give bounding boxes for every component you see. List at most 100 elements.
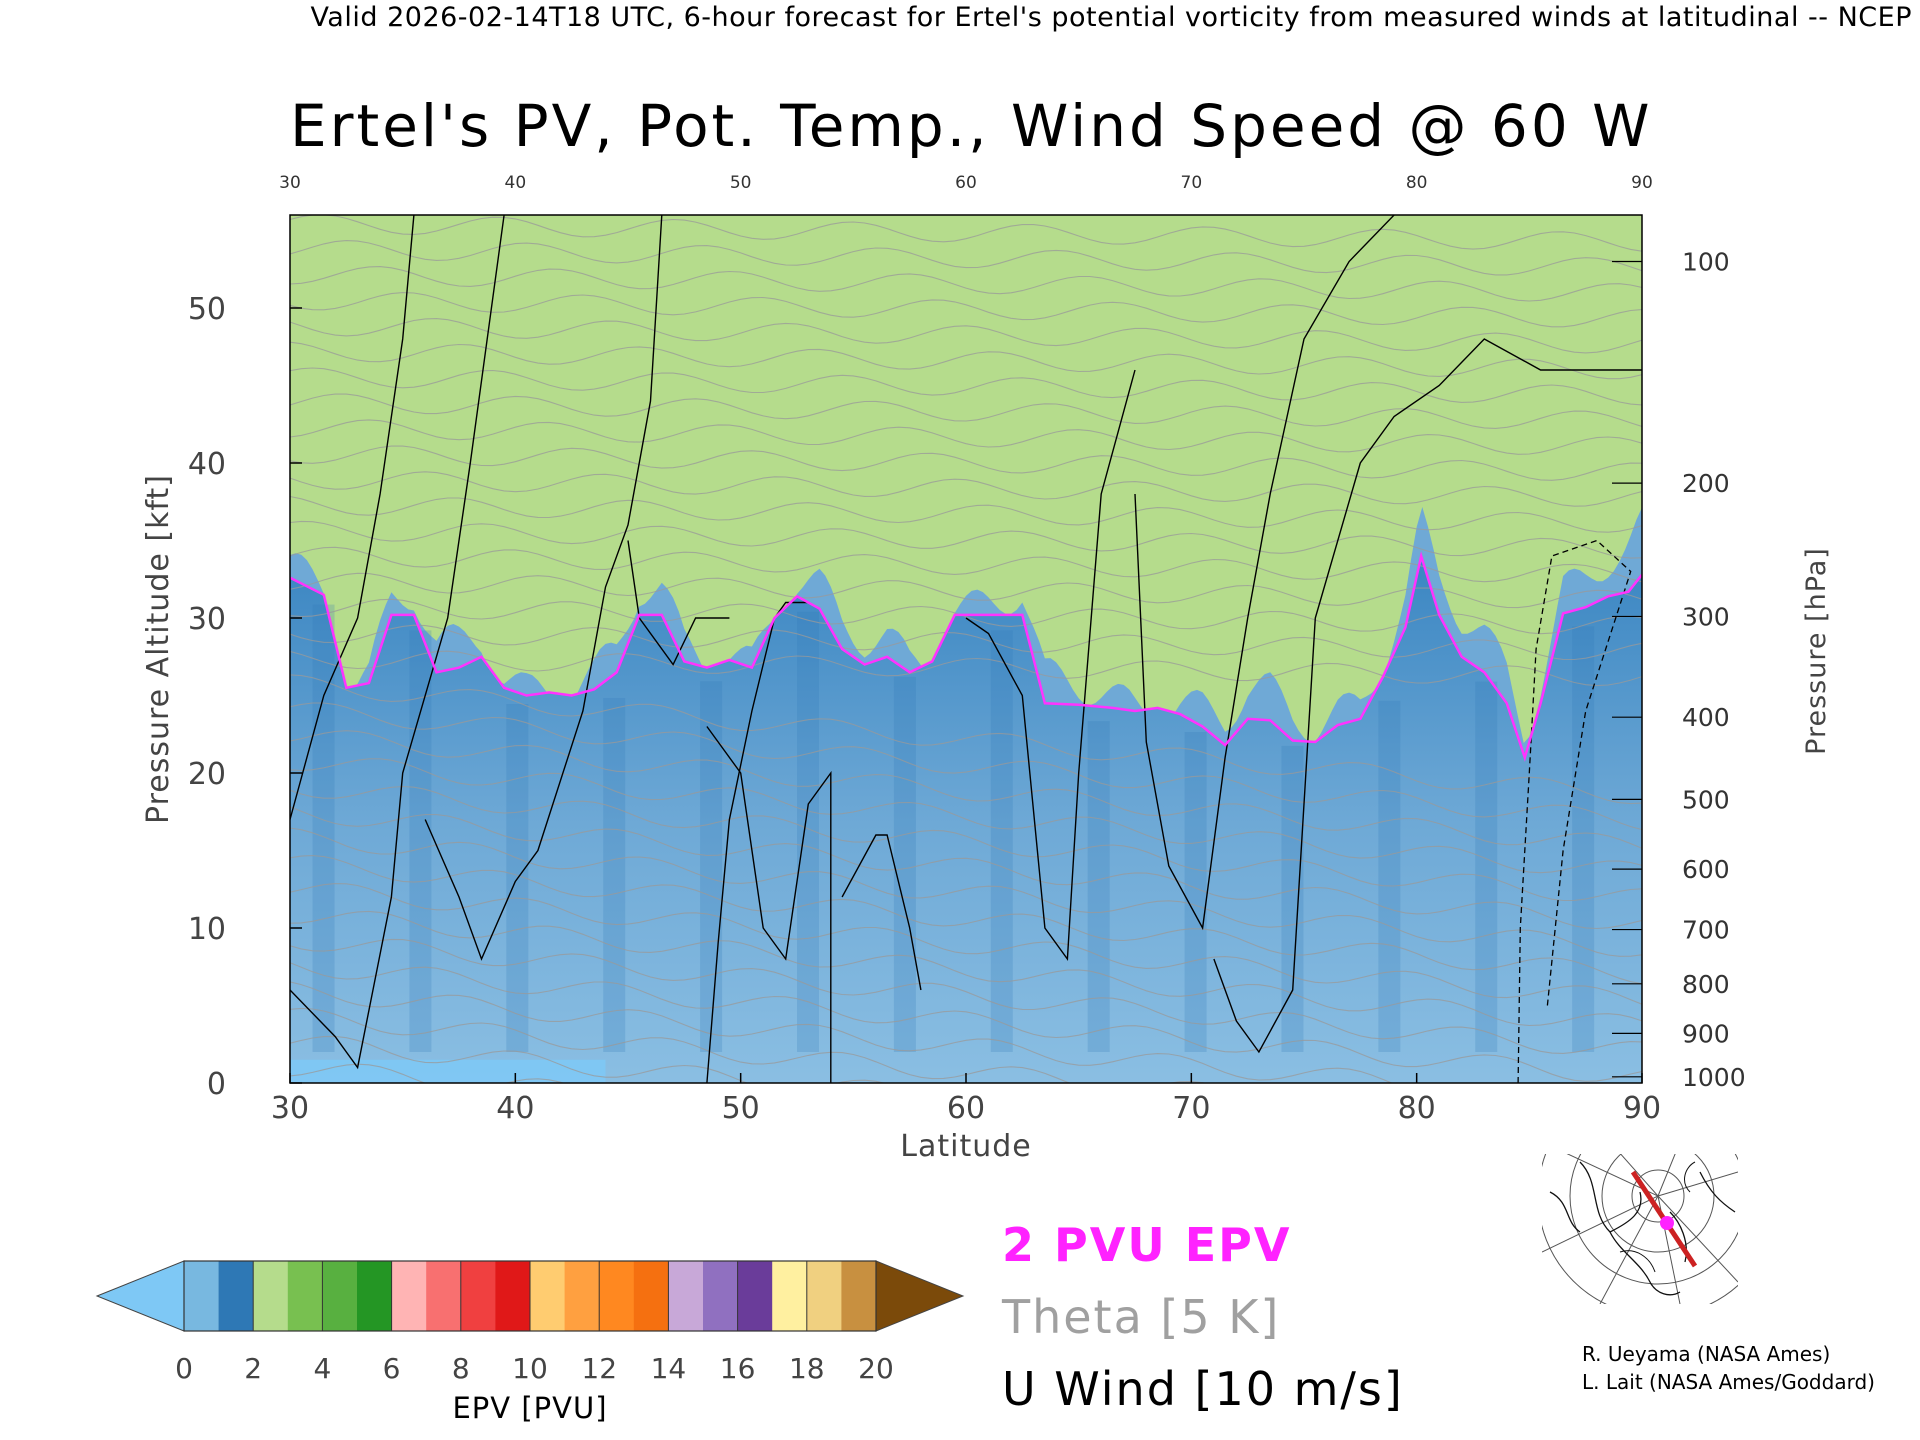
blue-streak: [1281, 745, 1304, 1052]
pressure-tick-label: 900: [1682, 1019, 1730, 1048]
wind-contour: [706, 601, 809, 1083]
theta-contour: [290, 624, 1642, 661]
colorbar-tick-label: 4: [313, 1352, 331, 1385]
pressure-tick-label: 200: [1682, 469, 1730, 498]
theta-contour: [290, 883, 1642, 1005]
blue-streak: [603, 697, 626, 1052]
wind-contour: [965, 369, 1136, 961]
x-tick-label: 90: [1623, 1091, 1661, 1126]
blue-streak: [1184, 732, 1207, 1052]
credit-line-2: L. Lait (NASA Ames/Goddard): [1582, 1370, 1875, 1394]
credit-line-1: R. Ueyama (NASA Ames): [1582, 1342, 1831, 1366]
theta-contour: [290, 910, 1642, 1027]
wind-contours: [290, 215, 1642, 1083]
pressure-tick-label: 500: [1682, 785, 1730, 814]
plot-area: [290, 215, 1642, 1083]
theta-contour: [290, 495, 1642, 533]
theta-contour: [290, 730, 1642, 849]
theta-contour: [290, 292, 1642, 328]
x-top-tick-label: 60: [955, 173, 977, 193]
y-tick-label: 40: [188, 447, 226, 482]
colorbar-tick-label: 6: [383, 1352, 401, 1385]
x-top-tick-label: 90: [1631, 173, 1653, 193]
y-tick-label: 30: [188, 602, 226, 637]
theta-contour: [290, 981, 1524, 1083]
forecast-header: Valid 2026-02-14T18 UTC, 6-hour forecast…: [310, 2, 1912, 33]
theta-contour: [290, 855, 1642, 985]
colorbar-level: [703, 1261, 739, 1331]
theta-contour: [290, 674, 1642, 805]
colorbar-level: [391, 1261, 427, 1331]
epv-colorbar: 0 2 4 6 8 10 12 14 16 18 20 EPV [PVU]: [95, 1260, 965, 1425]
colorbar-level: [218, 1261, 254, 1331]
x-top-tick-label: 30: [279, 173, 301, 193]
colorbar-level: [806, 1261, 842, 1331]
troposphere-fill: [290, 559, 1642, 1083]
wind-contour-negative: [1517, 539, 1632, 1083]
blue-streak: [893, 676, 916, 1052]
colorbar-level: [530, 1261, 566, 1331]
colorbar-level: [357, 1261, 393, 1331]
low-pv-strip: [290, 1059, 606, 1083]
theta-contour: [290, 393, 1642, 429]
theta-contour: [290, 318, 1642, 354]
colorbar-level: [668, 1261, 704, 1331]
x-top-tick-label: 80: [1406, 173, 1428, 193]
blue-streak: [990, 630, 1013, 1052]
blue-streak: [409, 630, 432, 1052]
wind-contour: [1213, 338, 1642, 1054]
pressure-tick-label: 800: [1682, 970, 1730, 999]
colorbar-frame: [183, 1260, 877, 1332]
colorbar-level: [322, 1261, 358, 1331]
x-tick-label: 80: [1398, 1091, 1436, 1126]
wind-contour: [290, 215, 505, 1070]
y-axis-label: Pressure Altitude [kft]: [141, 474, 176, 824]
legend-2pvu: 2 PVU EPV: [1002, 1218, 1292, 1272]
colorbar-level: [737, 1261, 773, 1331]
colorbar-tick-label: 16: [720, 1352, 756, 1385]
colorbar-tick-label: 10: [512, 1352, 548, 1385]
x-top-tick-label: 70: [1181, 173, 1203, 193]
y-right-axis-label: Pressure [hPa]: [1801, 547, 1832, 755]
theta-contour: [290, 546, 1642, 583]
y-tick-label: 0: [207, 1067, 226, 1102]
wind-contour: [627, 540, 730, 666]
x-axis-label: Latitude: [900, 1129, 1031, 1164]
x-tick-label: 30: [271, 1091, 309, 1126]
location-map-inset: [1542, 1154, 1738, 1304]
y-tick-label: 20: [188, 757, 226, 792]
colorbar-over-arrow: [875, 1260, 965, 1332]
theta-contour: [290, 419, 1642, 455]
colorbar-tick-label: 2: [244, 1352, 262, 1385]
x-top-tick-label: 40: [505, 173, 527, 193]
pressure-tick-label: 1000: [1682, 1063, 1746, 1092]
colorbar-level: [253, 1261, 289, 1331]
theta-contour: [290, 785, 1642, 902]
colorbar-tick-label: 0: [175, 1352, 193, 1385]
y-tick-label: 50: [188, 292, 226, 327]
blue-streak: [1475, 681, 1498, 1052]
theta-contour: [290, 938, 1642, 1054]
tropopause-2pvu-line: [290, 551, 1642, 762]
blue-streak: [312, 604, 335, 1052]
y-tick-label: 10: [188, 912, 226, 947]
location-marker: [1660, 1216, 1674, 1230]
theta-contour: [290, 445, 1642, 481]
wind-contour: [424, 215, 663, 961]
theta-contour: [290, 650, 1642, 687]
theta-contour: [290, 962, 1642, 1082]
theta-contours: [290, 215, 1642, 1083]
pressure-tick-label: 100: [1682, 248, 1730, 277]
theta-contour: [290, 266, 1642, 302]
pressure-tick-label: 400: [1682, 703, 1730, 732]
colorbar-level: [564, 1261, 600, 1331]
theta-contour: [290, 572, 1642, 609]
blue-streak: [700, 681, 723, 1052]
pressure-tick-label: 600: [1682, 855, 1730, 884]
colorbar-level: [841, 1261, 877, 1331]
colorbar-level: [426, 1261, 462, 1331]
wind-contour: [290, 215, 415, 820]
legend-uwind: U Wind [10 m/s]: [1002, 1362, 1404, 1416]
